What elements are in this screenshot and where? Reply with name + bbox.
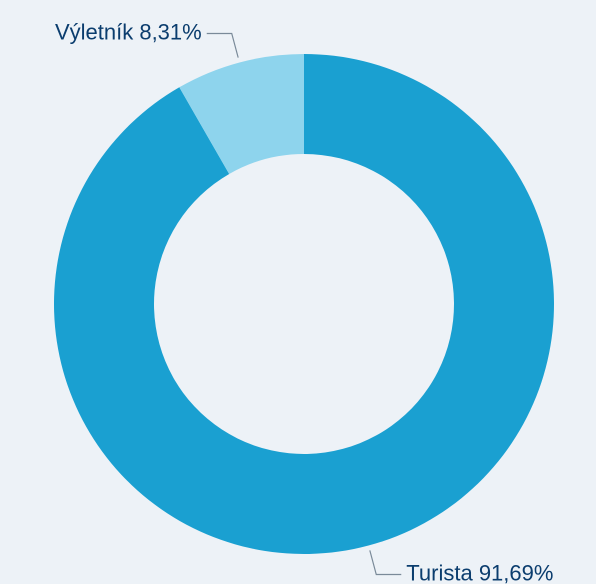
slice-category: Turista bbox=[406, 560, 473, 584]
slice-value-label: 8,31% bbox=[139, 19, 201, 44]
slice-value-label: 91,69% bbox=[479, 560, 554, 584]
slice-category: Výletník bbox=[55, 19, 134, 44]
leader-line bbox=[369, 550, 402, 576]
slice-label: Výletník 8,31% bbox=[55, 19, 202, 44]
donut-slice bbox=[54, 54, 554, 554]
donut-slice bbox=[179, 54, 304, 174]
slice-label: Turista 91,69% bbox=[406, 560, 553, 584]
leader-line bbox=[206, 32, 239, 58]
